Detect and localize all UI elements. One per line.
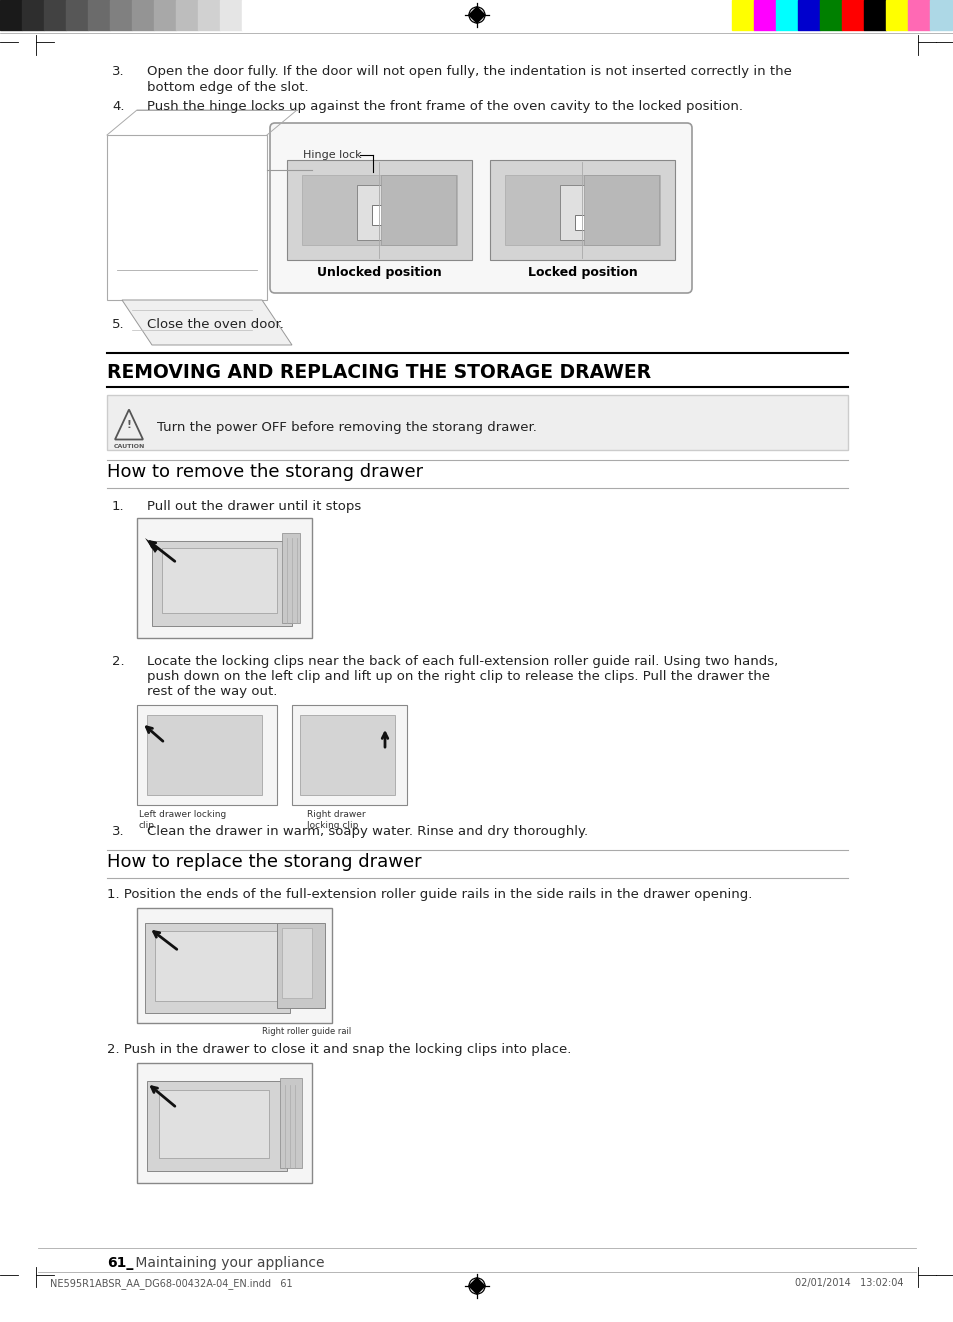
Bar bbox=[159, 1091, 269, 1158]
Bar bbox=[220, 0, 242, 30]
Bar bbox=[280, 1077, 302, 1169]
Polygon shape bbox=[145, 538, 159, 553]
Bar bbox=[44, 0, 66, 30]
Bar bbox=[154, 931, 280, 1001]
Bar bbox=[145, 923, 290, 1013]
Text: Locked position: Locked position bbox=[527, 266, 637, 279]
Text: Clean the drawer in warm, soapy water. Rinse and dry thoroughly.: Clean the drawer in warm, soapy water. R… bbox=[147, 825, 587, 838]
Bar bbox=[242, 0, 264, 30]
Polygon shape bbox=[122, 300, 292, 345]
Bar bbox=[380, 175, 456, 245]
Text: Turn the power OFF before removing the storang drawer.: Turn the power OFF before removing the s… bbox=[157, 420, 537, 434]
Text: !: ! bbox=[127, 419, 132, 430]
Text: clip: clip bbox=[139, 821, 154, 830]
Bar bbox=[152, 541, 292, 627]
Text: 2.: 2. bbox=[112, 654, 125, 668]
Bar bbox=[504, 175, 659, 245]
Bar bbox=[198, 0, 220, 30]
Text: Open the door fully. If the door will not open fully, the indentation is not ins: Open the door fully. If the door will no… bbox=[147, 65, 791, 78]
Bar bbox=[0, 0, 22, 30]
Bar bbox=[153, 0, 175, 30]
Text: locking clip: locking clip bbox=[307, 821, 358, 830]
Bar bbox=[575, 215, 599, 230]
Bar bbox=[162, 549, 276, 613]
Bar bbox=[820, 0, 841, 30]
Bar bbox=[356, 185, 401, 241]
Bar bbox=[137, 518, 312, 639]
Bar bbox=[66, 0, 88, 30]
Bar bbox=[137, 705, 276, 805]
Bar bbox=[282, 533, 299, 623]
Bar bbox=[775, 0, 797, 30]
Bar bbox=[299, 715, 395, 795]
Text: How to replace the storang drawer: How to replace the storang drawer bbox=[107, 853, 421, 871]
Text: REMOVING AND REPLACING THE STORAGE DRAWER: REMOVING AND REPLACING THE STORAGE DRAWE… bbox=[107, 364, 651, 382]
Bar bbox=[583, 175, 659, 245]
Text: How to remove the storang drawer: How to remove the storang drawer bbox=[107, 463, 423, 481]
Bar bbox=[107, 135, 267, 300]
Text: Left drawer locking: Left drawer locking bbox=[139, 810, 226, 820]
Text: 02/01/2014   13:02:04: 02/01/2014 13:02:04 bbox=[795, 1278, 903, 1288]
Text: Push the hinge locks up against the front frame of the oven cavity to the locked: Push the hinge locks up against the fron… bbox=[147, 100, 742, 112]
Bar bbox=[292, 705, 407, 805]
Text: 4.: 4. bbox=[112, 100, 125, 112]
Bar bbox=[147, 715, 262, 795]
Text: CAUTION: CAUTION bbox=[113, 443, 145, 448]
Text: Right roller guide rail: Right roller guide rail bbox=[262, 1027, 351, 1036]
Bar bbox=[22, 0, 44, 30]
Bar bbox=[559, 185, 604, 241]
Text: 1. Position the ends of the full-extension roller guide rails in the side rails : 1. Position the ends of the full-extensi… bbox=[107, 888, 752, 902]
Text: Locate the locking clips near the back of each full-extension roller guide rail.: Locate the locking clips near the back o… bbox=[147, 654, 778, 668]
Bar bbox=[282, 928, 312, 998]
Bar bbox=[372, 205, 396, 225]
Text: 3.: 3. bbox=[112, 65, 125, 78]
Text: Maintaining your appliance: Maintaining your appliance bbox=[131, 1256, 324, 1270]
Text: Hinge lock: Hinge lock bbox=[303, 149, 361, 160]
Bar bbox=[107, 395, 847, 449]
Text: Pull out the drawer until it stops: Pull out the drawer until it stops bbox=[147, 500, 361, 513]
Bar bbox=[137, 1063, 312, 1183]
Text: 5.: 5. bbox=[112, 319, 125, 330]
Bar bbox=[147, 1081, 287, 1171]
Text: Right drawer: Right drawer bbox=[307, 810, 365, 820]
Polygon shape bbox=[468, 7, 485, 24]
Text: bottom edge of the slot.: bottom edge of the slot. bbox=[147, 81, 309, 94]
Bar bbox=[287, 160, 472, 260]
Text: push down on the left clip and lift up on the right clip to release the clips. P: push down on the left clip and lift up o… bbox=[147, 670, 769, 683]
Text: Close the oven door.: Close the oven door. bbox=[147, 319, 284, 330]
Bar bbox=[302, 175, 456, 245]
Bar bbox=[137, 908, 332, 1023]
Bar bbox=[907, 0, 929, 30]
Bar bbox=[797, 0, 820, 30]
Bar bbox=[88, 0, 110, 30]
Bar bbox=[841, 0, 863, 30]
Bar bbox=[490, 160, 675, 260]
Bar bbox=[731, 0, 753, 30]
Bar bbox=[110, 0, 132, 30]
Bar bbox=[753, 0, 775, 30]
Text: Unlocked position: Unlocked position bbox=[316, 266, 441, 279]
Text: 3.: 3. bbox=[112, 825, 125, 838]
Polygon shape bbox=[468, 1277, 485, 1296]
Text: 2. Push in the drawer to close it and snap the locking clips into place.: 2. Push in the drawer to close it and sn… bbox=[107, 1043, 571, 1056]
Text: NE595R1ABSR_AA_DG68-00432A-04_EN.indd   61: NE595R1ABSR_AA_DG68-00432A-04_EN.indd 61 bbox=[50, 1278, 293, 1289]
Bar bbox=[175, 0, 198, 30]
Text: 1.: 1. bbox=[112, 500, 125, 513]
Bar bbox=[276, 923, 325, 1007]
Bar bbox=[863, 0, 885, 30]
Bar bbox=[929, 0, 951, 30]
Bar bbox=[885, 0, 907, 30]
Bar bbox=[132, 0, 153, 30]
Text: 61_: 61_ bbox=[107, 1256, 133, 1270]
Text: rest of the way out.: rest of the way out. bbox=[147, 685, 277, 698]
FancyBboxPatch shape bbox=[270, 123, 691, 293]
